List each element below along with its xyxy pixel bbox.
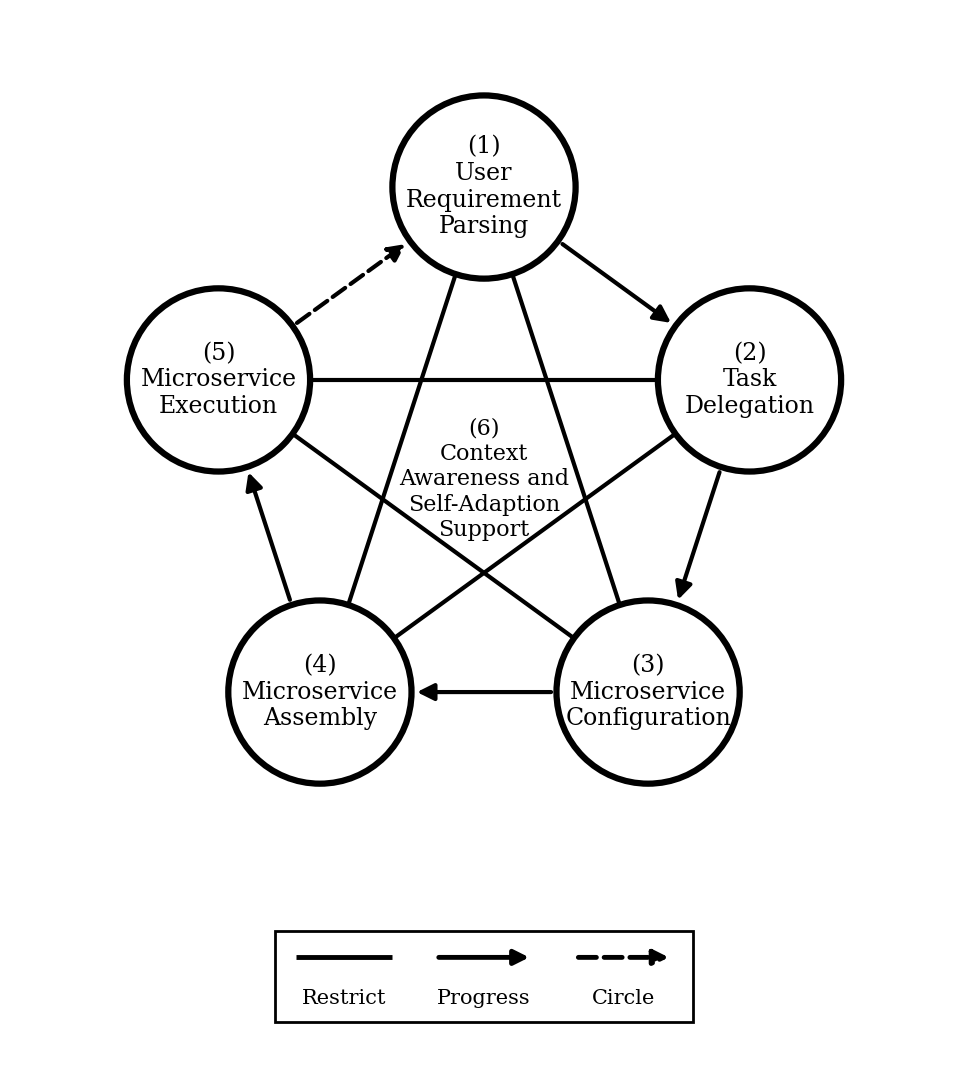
Circle shape	[557, 600, 740, 784]
Text: (1)
User
Requirement
Parsing: (1) User Requirement Parsing	[406, 136, 562, 238]
Text: (3)
Microservice
Configuration: (3) Microservice Configuration	[565, 654, 731, 730]
Text: (5)
Microservice
Execution: (5) Microservice Execution	[140, 342, 296, 418]
Circle shape	[127, 288, 310, 472]
Circle shape	[658, 288, 841, 472]
Text: Circle: Circle	[591, 988, 655, 1008]
Text: (6)
Context
Awareness and
Self-Adaption
Support: (6) Context Awareness and Self-Adaption …	[399, 417, 569, 541]
Text: Progress: Progress	[438, 988, 530, 1008]
Text: (2)
Task
Delegation: (2) Task Delegation	[684, 342, 814, 418]
Circle shape	[228, 600, 411, 784]
Text: Restrict: Restrict	[302, 988, 386, 1008]
FancyBboxPatch shape	[275, 930, 693, 1023]
Circle shape	[392, 95, 576, 279]
Text: (4)
Microservice
Assembly: (4) Microservice Assembly	[242, 654, 398, 730]
